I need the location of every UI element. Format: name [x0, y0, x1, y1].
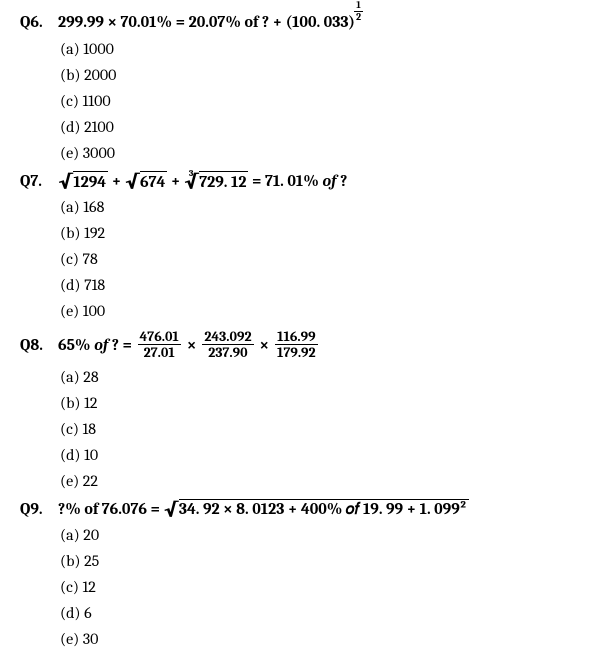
- answer-option: (e) 30: [60, 627, 575, 651]
- answer-option: (c) 12: [60, 575, 575, 599]
- text: ?: [337, 172, 348, 190]
- fraction-numerator: 243.092: [202, 329, 253, 345]
- answer-option: (b) 192: [60, 221, 575, 245]
- answer-option: (a) 1000: [60, 37, 575, 61]
- answer-option: (e) 100: [60, 299, 575, 323]
- answer-option: (e) 22: [60, 469, 575, 493]
- fraction-denominator: 237.90: [206, 345, 249, 360]
- text: +: [167, 172, 184, 190]
- question-stem: ?% of 76.076 = √34. 92 × 8. 0123 + 400% …: [58, 499, 469, 519]
- fraction: 476.0127.01: [138, 329, 181, 361]
- answer-option: (a) 168: [60, 195, 575, 219]
- times-symbol: ×: [260, 336, 269, 354]
- radical-symbol: √: [58, 172, 73, 192]
- fraction-denominator: 179.92: [275, 345, 318, 360]
- question: Q6.299.99 × 70.01% = 20.07% of ? + (100.…: [20, 10, 575, 165]
- question-number: Q8.: [20, 336, 58, 354]
- question: Q9.?% of 76.076 = √34. 92 × 8. 0123 + 40…: [20, 499, 575, 651]
- fraction: 243.092237.90: [202, 329, 253, 361]
- fraction-numerator: 116.99: [275, 329, 318, 345]
- answer-option: (e) 3000: [60, 141, 575, 165]
- answer-option: (b) 2000: [60, 63, 575, 87]
- question: Q7.√1294 + √674 + 3√729. 12 = 71. 01% of…: [20, 171, 575, 323]
- answer-option: (d) 718: [60, 273, 575, 297]
- question-stem: 299.99 × 70.01% = 20.07% of ? + (100. 03…: [58, 10, 365, 33]
- text: 299.99 × 70.01% = 20.07% of ? + (100. 03…: [58, 13, 355, 31]
- radical-symbol: √: [163, 500, 178, 520]
- question-stem: √1294 + √674 + 3√729. 12 = 71. 01% of ?: [58, 171, 347, 191]
- text: of: [94, 336, 108, 354]
- square-root: 3√729. 12: [184, 171, 249, 191]
- question-number: Q7.: [20, 172, 58, 190]
- question-list: Q6.299.99 × 70.01% = 20.07% of ? + (100.…: [20, 10, 575, 651]
- answer-option: (c) 1100: [60, 89, 575, 113]
- answer-option: (d) 2100: [60, 115, 575, 139]
- fraction-denominator: 27.01: [142, 345, 177, 360]
- answer-option: (d) 6: [60, 601, 575, 625]
- fraction-denominator: 2: [354, 12, 363, 23]
- answer-option: (a) 28: [60, 365, 575, 389]
- text: of: [322, 172, 336, 190]
- radical-symbol: √: [184, 172, 199, 192]
- text: +: [108, 172, 125, 190]
- fraction-numerator: 476.01: [138, 329, 181, 345]
- answer-option: (a) 20: [60, 523, 575, 547]
- question: Q8.65% of ? = 476.0127.01 × 243.092237.90 ×…: [20, 329, 575, 493]
- answer-option: (b) 12: [60, 391, 575, 415]
- question-number: Q9.: [20, 500, 58, 518]
- times-symbol: ×: [187, 336, 196, 354]
- radicand: 674: [140, 171, 167, 191]
- text: ? =: [108, 336, 135, 354]
- text: = 71. 01%: [248, 172, 322, 190]
- radicand: 34. 92 × 8. 0123 + 400% 𝑜𝑓 19. 99 + 1. 0…: [179, 499, 469, 519]
- radicand: 1294: [73, 171, 108, 191]
- fraction: 116.99179.92: [275, 329, 318, 361]
- answer-option: (c) 78: [60, 247, 575, 271]
- text: 65%: [58, 336, 94, 354]
- question-line: Q8.65% of ? = 476.0127.01 × 243.092237.90 ×…: [20, 329, 575, 361]
- fraction: 12: [354, 0, 363, 23]
- answer-option: (b) 25: [60, 549, 575, 573]
- radicand: 729. 12: [199, 171, 248, 191]
- radical-symbol: √: [125, 172, 140, 192]
- square-root: √674: [125, 171, 168, 191]
- question-stem: 65% of ? = 476.0127.01 × 243.092237.90 × 116…: [58, 329, 320, 361]
- answer-option: (c) 18: [60, 417, 575, 441]
- text: ?% of 76.076 =: [58, 500, 163, 518]
- question-line: Q9.?% of 76.076 = √34. 92 × 8. 0123 + 40…: [20, 499, 575, 519]
- question-number: Q6.: [20, 13, 58, 31]
- question-line: Q6.299.99 × 70.01% = 20.07% of ? + (100.…: [20, 10, 575, 33]
- square-root: √34. 92 × 8. 0123 + 400% 𝑜𝑓 19. 99 + 1. …: [163, 499, 468, 519]
- square-root: √1294: [58, 171, 108, 191]
- question-line: Q7.√1294 + √674 + 3√729. 12 = 71. 01% of…: [20, 171, 575, 191]
- answer-option: (d) 10: [60, 443, 575, 467]
